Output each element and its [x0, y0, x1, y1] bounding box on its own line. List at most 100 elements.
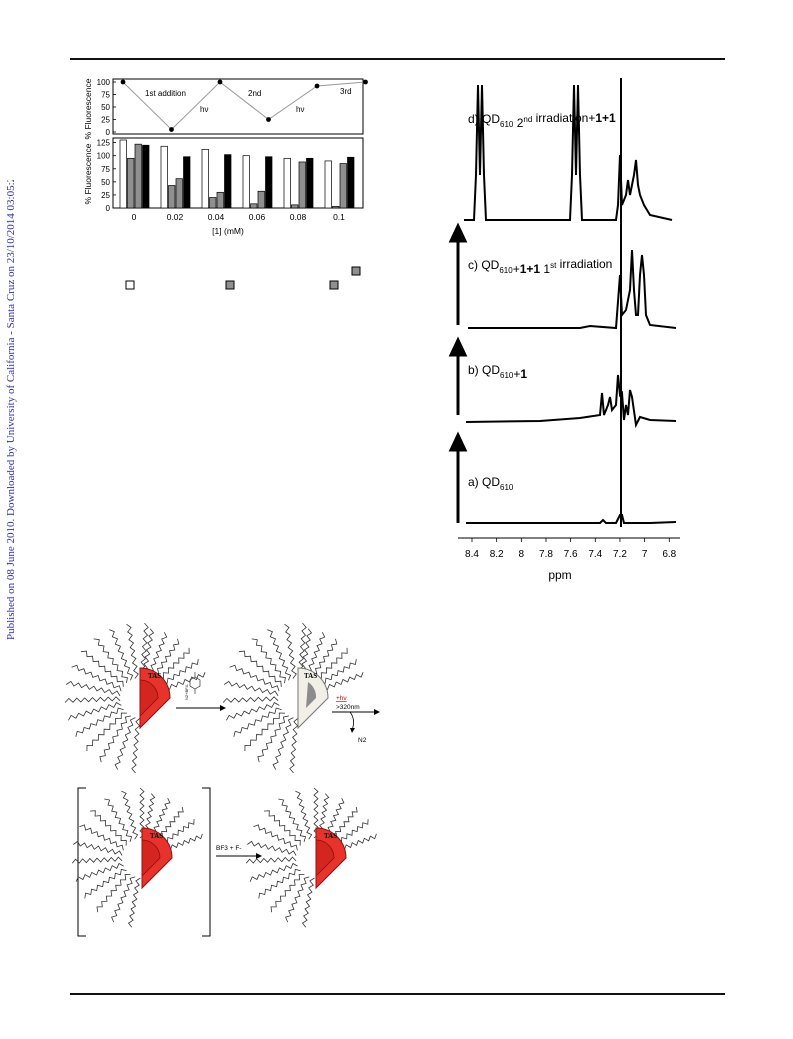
top-points: [120, 79, 368, 132]
diazonium-reagent: [189, 672, 201, 694]
ligand-chain: [86, 712, 127, 752]
ligand-chain: [229, 664, 280, 692]
stack-arrows: [448, 222, 468, 523]
bf3-label: BF3 + F-: [216, 845, 241, 852]
irradiation-label: +hν: [336, 695, 347, 702]
nmr-tick-label: 6.8: [662, 549, 676, 560]
bottom-ytick-label: 125: [97, 139, 111, 148]
n2-label: N2: [358, 737, 367, 744]
ligand-chains-bracket: [71, 787, 203, 928]
ligand-chain: [93, 638, 128, 684]
ligand-chain: [126, 623, 139, 679]
top-point: [217, 79, 223, 85]
bar: [332, 206, 340, 209]
bottom-xtick-label: 0.04: [208, 212, 225, 222]
ligand-chain: [99, 715, 131, 763]
ligand-chain: [223, 680, 279, 697]
bar: [324, 160, 332, 209]
ligand-chain: [284, 623, 297, 679]
bar: [347, 156, 355, 209]
bar: [283, 157, 291, 209]
bar: [175, 178, 183, 209]
top-recovery-line: [122, 81, 366, 131]
top-ytick-label: 50: [101, 103, 110, 112]
legend-swatch: [329, 280, 339, 290]
ligand-chains-left: [64, 622, 206, 774]
top-ytick-label: 100: [97, 78, 111, 87]
publication-side-note[interactable]: Published on 08 June 2010. Downloaded by…: [3, 168, 19, 640]
bracket-left: [77, 787, 86, 937]
bottom-ytick-label: 25: [101, 191, 110, 200]
ligand-chain: [68, 702, 122, 721]
bar: [201, 149, 209, 209]
bar: [224, 154, 232, 209]
top-annotation: 1st addition: [145, 89, 186, 98]
ligand-chains-product: [245, 787, 377, 928]
top-annotation: hν: [200, 105, 208, 114]
bar: [134, 143, 142, 209]
ligand-chain: [65, 680, 121, 697]
bottom-xtick-label: 0: [132, 212, 137, 222]
bottom-xtick-label: 0.1: [333, 212, 345, 222]
bottom-xticks: 0 0.02 0.04 0.06 0.08 0.1: [132, 212, 346, 222]
bottom-xtick-label: 0.02: [167, 212, 184, 222]
n2-release-arrow: [349, 711, 354, 731]
top-ytick-label: 25: [101, 116, 110, 125]
bar: [119, 139, 127, 209]
core-label: TAS: [324, 832, 337, 840]
top-annotation: 3rd: [340, 87, 352, 96]
nmr-tick-label: 7: [642, 549, 648, 560]
bar: [298, 161, 306, 209]
ligand-chain: [131, 717, 141, 774]
bar: [306, 157, 314, 209]
spectra-traces: [464, 84, 677, 524]
ligand-chain: [249, 862, 298, 882]
bar: [216, 191, 224, 209]
ligand-chain: [244, 712, 285, 752]
top-annotation: 2nd: [248, 89, 261, 98]
header-rule: [70, 58, 725, 60]
legend-swatch: [225, 280, 235, 290]
bar: [168, 185, 176, 209]
bar: [339, 163, 347, 209]
wavelength-label: >320nm: [336, 704, 360, 711]
bottom-ytick-label: 75: [101, 165, 110, 174]
top-panel-frame: [112, 78, 364, 135]
ligand-chain: [313, 787, 319, 839]
trace-a: [466, 514, 677, 524]
legend-swatches: [125, 266, 361, 290]
ligand-chain: [96, 874, 131, 913]
nmr-tick-label: 8.4: [465, 549, 479, 560]
top-yticks: 100 75 50 25 0: [97, 78, 116, 137]
top-ytick-label: 75: [101, 91, 110, 100]
ligand-chain: [233, 707, 282, 737]
ligand-chain: [71, 856, 123, 864]
footer-rule: [70, 993, 725, 995]
spectrum-labels: d) QD610 2nd irradiation+1+1 c) QD610+1+…: [468, 111, 616, 492]
bar: [209, 197, 217, 209]
nmr-figure: d) QD610 2nd irradiation+1+1 c) QD610+1+…: [448, 78, 680, 582]
ligand-chain: [64, 696, 121, 703]
bar: [291, 204, 299, 209]
bottom-ytick-label: 0: [106, 204, 111, 213]
bottom-panel-frame: [112, 137, 364, 209]
ligand-chain: [75, 707, 124, 737]
bar: [257, 190, 265, 209]
ligand-chain: [263, 810, 301, 846]
ligand-chain: [109, 629, 134, 681]
bar: [265, 156, 273, 209]
bottom-ytick-label: 100: [97, 152, 111, 161]
ligand-chain: [222, 696, 279, 703]
bottom-ylabel: % Fluorescence: [83, 143, 93, 204]
nmr-tick-label: 8: [519, 549, 525, 560]
core-label: TAS: [148, 672, 161, 680]
nmr-xlabel: ppm: [548, 568, 571, 582]
trace-d: [464, 84, 673, 221]
trace-b: [465, 374, 677, 429]
bottom-xtick-label: 0.08: [290, 212, 307, 222]
ligand-chain: [247, 840, 297, 856]
ligand-chain: [139, 787, 145, 839]
ligand-chain: [111, 876, 136, 923]
ligand-chain: [251, 638, 286, 684]
core-label: TAS: [304, 672, 317, 680]
